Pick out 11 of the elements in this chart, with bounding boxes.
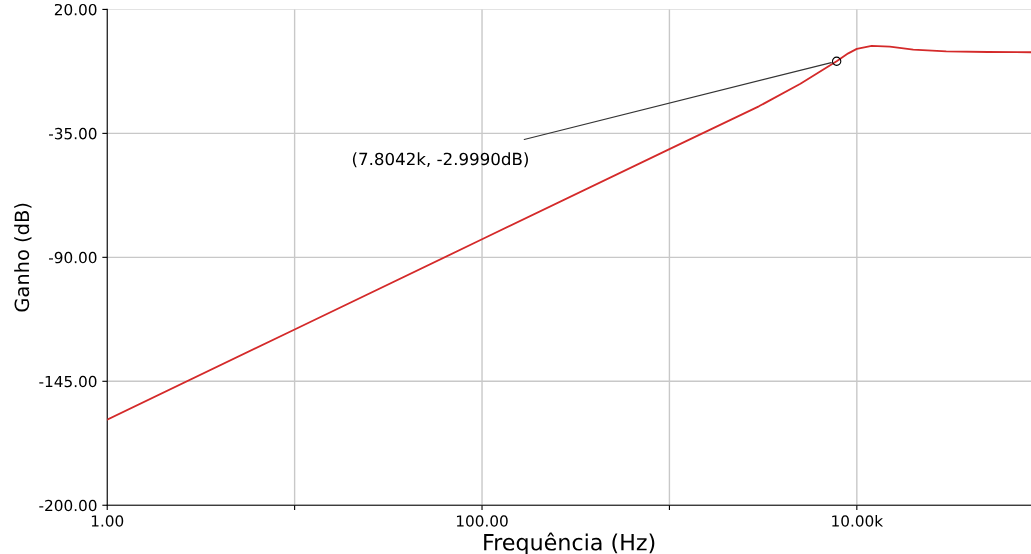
x-tick-label: 10.00k <box>832 514 884 527</box>
y-tick-label: -35.00 <box>49 127 97 140</box>
annotation: (7.8042k, -2.9990dB) <box>352 152 528 168</box>
x-axis-title: Frequência (Hz) <box>484 532 655 554</box>
y-axis-title: Ganho (dB) <box>14 203 32 312</box>
y-tick-label: 20.00 <box>54 3 97 16</box>
y-tick-label: -90.00 <box>49 251 97 264</box>
x-tick-label: 100.00 <box>456 515 508 527</box>
y-tick-label: -200.00 <box>39 499 97 512</box>
y-tick-label: -145.00 <box>39 375 97 388</box>
x-tick-label: 1.00 <box>91 515 124 527</box>
